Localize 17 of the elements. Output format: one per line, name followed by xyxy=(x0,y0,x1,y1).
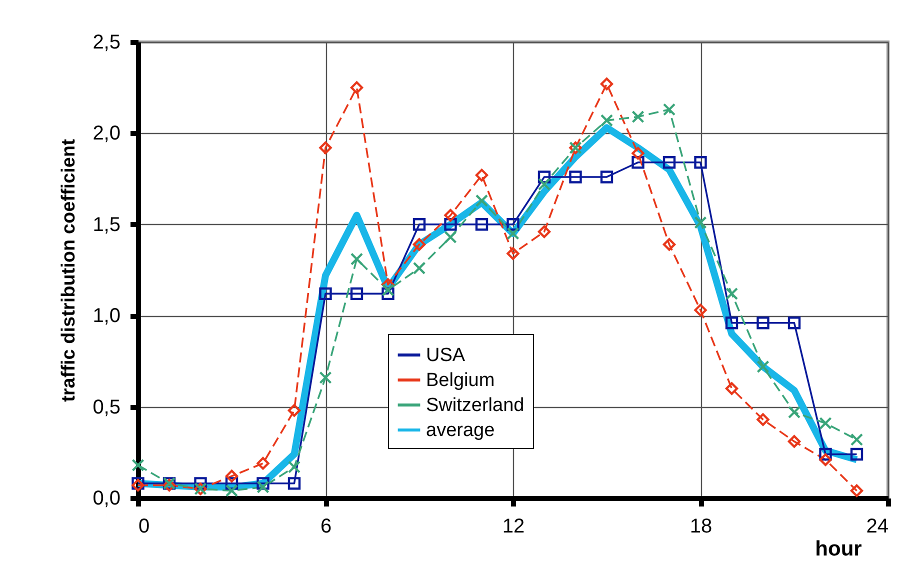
y-axis-title: traffic distribution coefficient xyxy=(58,138,80,402)
legend-label: Belgium xyxy=(426,370,495,391)
y-tick-label: 0,5 xyxy=(92,396,120,418)
x-tick-label: 12 xyxy=(502,516,525,538)
y-tick-label: 0,0 xyxy=(92,488,120,510)
legend-label: average xyxy=(426,420,495,441)
y-tick-label: 2,0 xyxy=(92,122,120,145)
legend-label: Switzerland xyxy=(426,395,524,416)
x-tick-label: 24 xyxy=(866,516,888,538)
legend-label: USA xyxy=(426,345,466,366)
x-tick-label: 18 xyxy=(690,516,712,538)
y-tick-label: 1,5 xyxy=(92,214,120,236)
x-tick-label: 0 xyxy=(138,516,150,538)
y-tick-label: 1,0 xyxy=(92,305,120,328)
y-tick-label: 2,5 xyxy=(92,32,120,54)
x-axis-title: hour xyxy=(815,538,862,560)
x-tick-label: 6 xyxy=(320,516,332,538)
